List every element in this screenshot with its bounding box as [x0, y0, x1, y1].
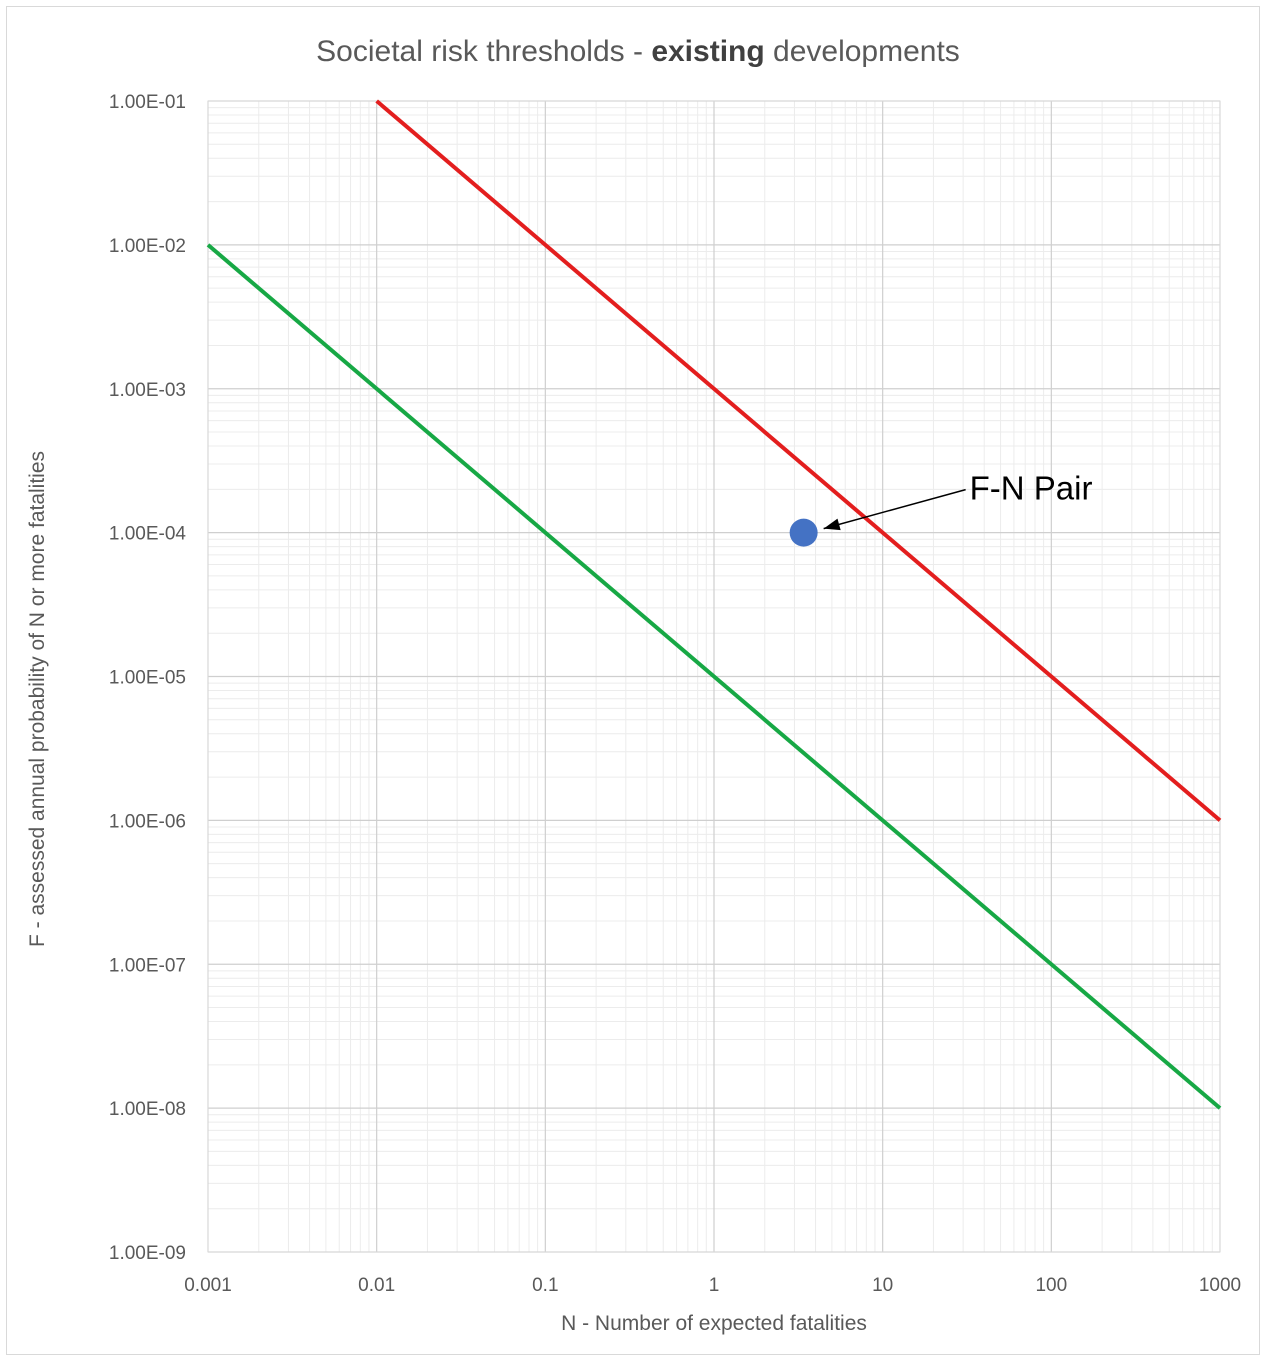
series-layer [206, 99, 1222, 1110]
fn-pair-point [789, 518, 818, 547]
x-tick-label: 0.001 [184, 1275, 232, 1296]
threshold-line-1 [375, 99, 1222, 822]
y-axis-label: F - assessed annual probability of N or … [26, 451, 49, 947]
y-tick-label: 1.00E-01 [109, 92, 186, 113]
x-axis-label: N - Number of expected fatalities [561, 1312, 867, 1335]
x-tick-label: 1000 [1199, 1275, 1241, 1296]
y-tick-label: 1.00E-07 [109, 955, 186, 976]
y-tick-label: 1.00E-05 [109, 668, 186, 689]
y-tick-label: 1.00E-06 [109, 811, 186, 832]
chart-title: Societal risk thresholds - existing deve… [316, 35, 960, 68]
chart-frame: Societal risk thresholds - existing deve… [6, 6, 1260, 1355]
x-tick-label: 0.01 [358, 1275, 395, 1296]
x-tick-label: 10 [872, 1275, 893, 1296]
y-tick-label: 1.00E-04 [109, 524, 187, 545]
annotation-arrowhead [823, 518, 841, 531]
chart-title-bold: existing [651, 35, 764, 68]
annotation-arrow-line [823, 488, 966, 530]
annotation-label: F-N Pair [970, 470, 1093, 507]
chart-title-prefix: Societal risk thresholds - [316, 35, 651, 68]
plot-area-border [207, 100, 1221, 1253]
y-tick-label: 1.00E-02 [109, 236, 186, 257]
x-tick-label: 100 [1035, 1275, 1067, 1296]
x-tick-label: 1 [709, 1275, 720, 1296]
chart-svg: Societal risk thresholds - existing deve… [26, 35, 1241, 1335]
x-tick-labels: 0.001 0.01 0.1 1 10 100 1000 [184, 1275, 1241, 1296]
x-tick-label: 0.1 [532, 1275, 558, 1296]
chart-title-suffix: developments [765, 35, 960, 68]
y-tick-labels: 1.00E-09 1.00E-08 1.00E-07 1.00E-06 1.00E-05… [109, 92, 187, 1264]
y-tick-label: 1.00E-08 [109, 1099, 186, 1120]
threshold-line-2 [206, 243, 1222, 1110]
annotation-layer: F-N Pair [823, 470, 1093, 531]
y-tick-label: 1.00E-09 [109, 1243, 186, 1264]
y-tick-label: 1.00E-03 [109, 380, 186, 401]
